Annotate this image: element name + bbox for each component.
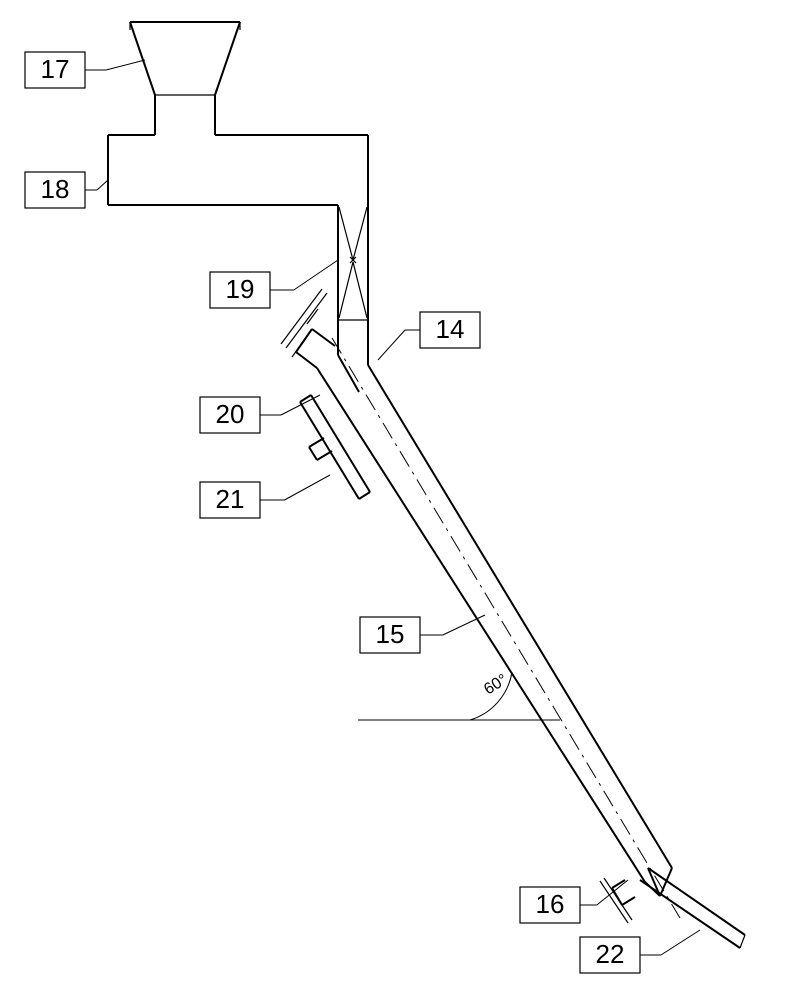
- labels-layer: 14 15 16 17 18 19 20 21 22: [25, 52, 700, 973]
- hopper-17: [130, 22, 240, 135]
- label-text-15: 15: [376, 619, 405, 649]
- label-text-14: 14: [436, 314, 465, 344]
- label-text-22: 22: [596, 939, 625, 969]
- label-15: 15: [360, 615, 485, 653]
- stub-20: [281, 289, 335, 368]
- label-text-18: 18: [41, 174, 70, 204]
- plate-21: [300, 395, 370, 499]
- angle-text: 60°: [481, 671, 511, 698]
- label-text-17: 17: [41, 54, 70, 84]
- label-17: 17: [25, 52, 145, 88]
- engineering-diagram: 60° 14 15 16 17 18 19 20 21 22: [0, 0, 789, 1000]
- label-text-21: 21: [216, 484, 245, 514]
- label-21: 21: [200, 475, 330, 518]
- drop-19: [338, 205, 368, 320]
- stub-14: [338, 320, 368, 392]
- label-16: 16: [520, 880, 628, 923]
- label-text-19: 19: [226, 274, 255, 304]
- tube-15: [317, 338, 680, 918]
- outlet-16-22: [600, 868, 745, 948]
- angle-60: 60°: [358, 671, 560, 720]
- label-14: 14: [378, 312, 480, 360]
- label-text-16: 16: [536, 889, 565, 919]
- label-19: 19: [210, 260, 338, 308]
- label-18: 18: [25, 172, 108, 208]
- label-text-20: 20: [216, 399, 245, 429]
- body-18: [108, 135, 368, 205]
- label-22: 22: [580, 930, 700, 973]
